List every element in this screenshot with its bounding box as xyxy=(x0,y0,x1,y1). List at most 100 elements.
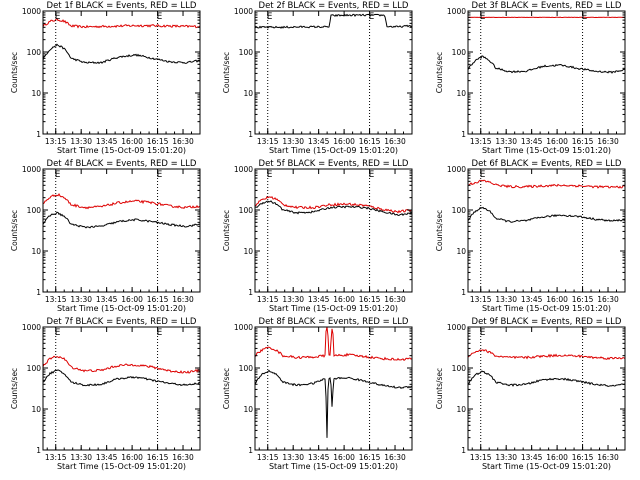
x-tick-label: 16:15 xyxy=(572,137,594,146)
x-tick-label: 13:15 xyxy=(257,137,279,146)
series-lld xyxy=(255,327,412,361)
series-lld xyxy=(255,195,412,214)
event-marker-label: E xyxy=(582,12,588,22)
event-marker-label: E xyxy=(369,328,375,338)
x-tick-label: 13:15 xyxy=(470,137,492,146)
series-events xyxy=(255,13,412,29)
y-tick-label: 1 xyxy=(36,446,41,455)
x-tick-label: 13:45 xyxy=(521,295,543,304)
x-axis-label: Start Time (15-Oct-09 15:01:20) xyxy=(482,146,611,155)
x-tick-label: 13:15 xyxy=(257,295,279,304)
x-tick-label: 16:00 xyxy=(333,295,355,304)
x-tick-label: 16:00 xyxy=(121,295,143,304)
plot-frame xyxy=(254,168,413,293)
y-axis-label: Counts/sec xyxy=(435,210,444,251)
series-lld xyxy=(468,349,625,361)
y-axis-label: Counts/sec xyxy=(10,368,19,409)
plot-frame xyxy=(254,326,413,451)
x-tick-label: 13:15 xyxy=(257,453,279,462)
x-tick-label: 13:45 xyxy=(308,137,330,146)
plot-frame xyxy=(254,10,413,135)
panel-title: Det 6f BLACK = Events, RED = LLD xyxy=(472,159,622,169)
x-tick-label: 13:15 xyxy=(470,453,492,462)
x-tick-label: 13:15 xyxy=(470,295,492,304)
x-tick-label: 13:45 xyxy=(521,453,543,462)
event-marker-label: E xyxy=(267,328,273,338)
y-tick-label: 100 xyxy=(452,364,467,373)
x-tick-label: 16:15 xyxy=(147,137,169,146)
x-tick-label: 13:30 xyxy=(495,137,517,146)
series-events xyxy=(468,370,625,388)
series-events xyxy=(255,369,412,438)
event-marker-label: E xyxy=(480,170,486,180)
panel-title: Det 2f BLACK = Events, RED = LLD xyxy=(259,1,409,11)
y-tick-label: 10 xyxy=(31,405,41,414)
plot-frame xyxy=(42,10,201,135)
event-marker-label: E xyxy=(157,328,163,338)
x-tick-label: 16:00 xyxy=(546,453,568,462)
y-tick-label: 1 xyxy=(248,446,253,455)
x-tick-label: 13:45 xyxy=(96,137,118,146)
x-tick-label: 13:30 xyxy=(70,137,92,146)
y-tick-label: 1000 xyxy=(447,323,466,332)
y-tick-label: 10 xyxy=(456,405,466,414)
x-tick-label: 16:30 xyxy=(384,453,406,462)
y-tick-label: 100 xyxy=(452,206,467,215)
y-tick-label: 10 xyxy=(456,247,466,256)
x-tick-label: 16:30 xyxy=(597,295,619,304)
y-axis-label: Counts/sec xyxy=(10,210,19,251)
event-marker-label: E xyxy=(582,170,588,180)
x-tick-label: 13:45 xyxy=(96,295,118,304)
y-axis-label: Counts/sec xyxy=(222,52,231,93)
x-tick-label: 16:30 xyxy=(597,453,619,462)
x-tick-label: 13:30 xyxy=(495,453,517,462)
series-events xyxy=(43,211,200,229)
y-axis-label: Counts/sec xyxy=(10,52,19,93)
y-tick-label: 100 xyxy=(239,206,254,215)
x-tick-label: 16:15 xyxy=(359,295,381,304)
x-tick-label: 13:30 xyxy=(282,295,304,304)
x-tick-label: 16:00 xyxy=(121,453,143,462)
series-events xyxy=(468,206,625,223)
x-tick-label: 16:30 xyxy=(172,295,194,304)
x-axis-label: Start Time (15-Oct-09 15:01:20) xyxy=(269,146,398,155)
event-marker-label: E xyxy=(157,170,163,180)
panel-title: Det 8f BLACK = Events, RED = LLD xyxy=(259,317,409,327)
y-tick-label: 1 xyxy=(461,446,466,455)
x-tick-label: 16:00 xyxy=(546,137,568,146)
series-events xyxy=(43,369,200,387)
x-tick-label: 16:15 xyxy=(572,295,594,304)
x-tick-label: 13:30 xyxy=(70,295,92,304)
panel-title: Det 3f BLACK = Events, RED = LLD xyxy=(472,1,622,11)
y-tick-label: 100 xyxy=(239,364,254,373)
x-tick-label: 16:30 xyxy=(172,137,194,146)
series-lld xyxy=(43,192,200,210)
y-tick-label: 100 xyxy=(27,48,42,57)
panel-title: Det 4f BLACK = Events, RED = LLD xyxy=(47,159,197,169)
x-tick-label: 13:15 xyxy=(45,137,67,146)
x-tick-label: 16:15 xyxy=(572,453,594,462)
series-lld xyxy=(43,17,200,29)
x-tick-label: 13:30 xyxy=(282,137,304,146)
event-marker-label: E xyxy=(157,12,163,22)
y-tick-label: 1000 xyxy=(22,323,41,332)
event-marker-label: E xyxy=(267,170,273,180)
event-marker-label: E xyxy=(55,328,61,338)
y-tick-label: 1 xyxy=(248,288,253,297)
y-axis-label: Counts/sec xyxy=(435,368,444,409)
x-tick-label: 13:45 xyxy=(308,295,330,304)
plot-frame xyxy=(467,10,626,135)
x-tick-label: 16:30 xyxy=(172,453,194,462)
y-tick-label: 1000 xyxy=(234,323,253,332)
event-marker-label: E xyxy=(582,328,588,338)
x-tick-label: 16:30 xyxy=(597,137,619,146)
x-tick-label: 13:15 xyxy=(45,453,67,462)
panel-title: Det 5f BLACK = Events, RED = LLD xyxy=(259,159,409,169)
x-tick-label: 13:30 xyxy=(495,295,517,304)
y-tick-label: 100 xyxy=(239,48,254,57)
x-tick-label: 13:30 xyxy=(282,453,304,462)
